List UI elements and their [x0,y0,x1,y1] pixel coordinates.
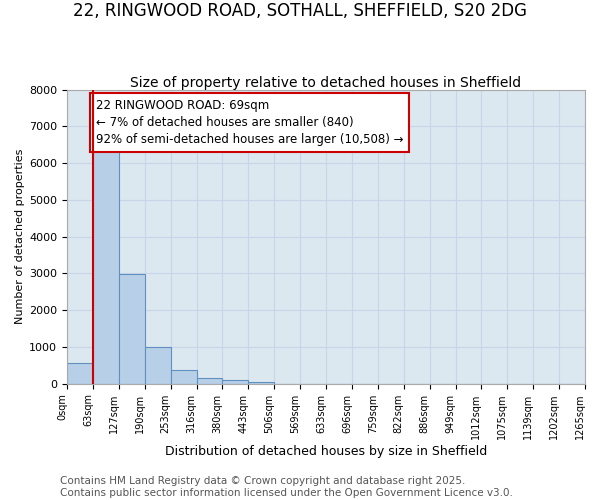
Text: Contains HM Land Registry data © Crown copyright and database right 2025.
Contai: Contains HM Land Registry data © Crown c… [60,476,513,498]
Title: Size of property relative to detached houses in Sheffield: Size of property relative to detached ho… [130,76,521,90]
Bar [223,380,248,384]
Text: 22 RINGWOOD ROAD: 69sqm
← 7% of detached houses are smaller (840)
92% of semi-de: 22 RINGWOOD ROAD: 69sqm ← 7% of detached… [95,98,403,146]
Bar [145,348,170,384]
Y-axis label: Number of detached properties: Number of detached properties [15,149,25,324]
Bar [170,370,197,384]
Bar [67,363,93,384]
Bar [93,146,119,384]
Bar [119,274,145,384]
Bar [197,378,223,384]
Text: 22, RINGWOOD ROAD, SOTHALL, SHEFFIELD, S20 2DG: 22, RINGWOOD ROAD, SOTHALL, SHEFFIELD, S… [73,2,527,21]
Bar [248,382,274,384]
X-axis label: Distribution of detached houses by size in Sheffield: Distribution of detached houses by size … [165,444,487,458]
